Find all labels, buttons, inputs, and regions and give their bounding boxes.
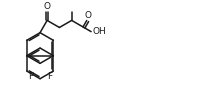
Text: O: O — [85, 11, 92, 20]
Text: F: F — [47, 72, 52, 81]
Text: F: F — [28, 72, 33, 81]
Text: O: O — [44, 2, 51, 11]
Text: OH: OH — [93, 27, 106, 36]
